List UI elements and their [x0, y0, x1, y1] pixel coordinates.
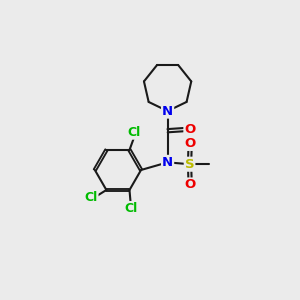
Text: Cl: Cl — [124, 202, 137, 215]
Text: O: O — [184, 123, 196, 136]
Text: N: N — [162, 156, 173, 169]
Text: O: O — [184, 178, 196, 191]
Text: Cl: Cl — [128, 126, 141, 139]
Text: S: S — [185, 158, 194, 171]
Text: N: N — [162, 105, 173, 118]
Text: O: O — [184, 137, 196, 150]
Text: Cl: Cl — [84, 191, 98, 204]
